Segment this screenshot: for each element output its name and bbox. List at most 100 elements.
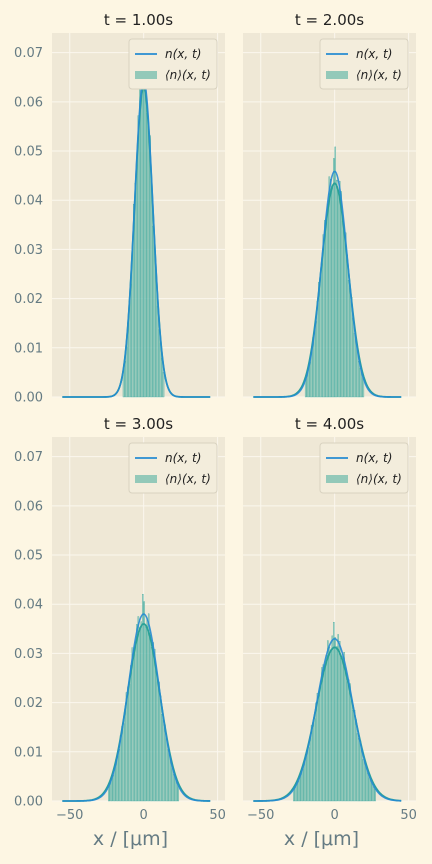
y-tick-label: 0.02 bbox=[14, 292, 43, 307]
histogram-bar bbox=[310, 725, 313, 802]
histogram-bar bbox=[352, 710, 354, 802]
legend-entry: n(x, t) bbox=[165, 47, 201, 61]
x-tick-label: 0 bbox=[331, 808, 339, 823]
histogram-bar bbox=[344, 232, 347, 398]
histogram-bar bbox=[152, 225, 154, 398]
histogram-series bbox=[122, 39, 165, 398]
y-tick-label: 0.01 bbox=[14, 745, 43, 760]
histogram-bar bbox=[303, 763, 305, 802]
histogram-bar bbox=[336, 646, 338, 802]
panel-title: t = 4.00s bbox=[295, 415, 364, 433]
histogram-bar bbox=[334, 637, 337, 802]
legend-entry: n(x, t) bbox=[356, 47, 392, 61]
histogram-bar bbox=[116, 755, 119, 802]
y-tick-label: 0.05 bbox=[14, 549, 43, 564]
histogram-bar bbox=[331, 635, 334, 802]
histogram-bar bbox=[359, 740, 362, 802]
histogram-bar bbox=[334, 146, 337, 398]
histogram-bar bbox=[330, 651, 332, 802]
histogram-bar bbox=[142, 594, 144, 802]
histogram-bar bbox=[139, 627, 141, 802]
histogram-bar bbox=[118, 749, 120, 802]
histogram-bar bbox=[330, 179, 332, 398]
histogram-bar bbox=[321, 263, 323, 398]
legend-entry: ⟨n⟩(x, t) bbox=[356, 472, 402, 486]
histogram-bar bbox=[137, 115, 140, 398]
histogram-bar bbox=[313, 718, 316, 802]
panel-title: t = 2.00s bbox=[295, 11, 364, 29]
legend: n(x, t) ⟨n⟩(x, t) bbox=[128, 38, 218, 90]
histogram-bar bbox=[327, 203, 329, 398]
y-tick-label: 0.00 bbox=[14, 391, 43, 406]
panel-title: t = 3.00s bbox=[104, 415, 173, 433]
histogram-bar bbox=[168, 753, 171, 802]
histogram-bar bbox=[156, 305, 159, 398]
histogram-bar bbox=[296, 783, 298, 802]
x-tick-label: 0 bbox=[140, 808, 148, 823]
x-tick-label: −50 bbox=[56, 808, 83, 823]
histogram-bar bbox=[153, 648, 156, 802]
y-tick-label: 0.02 bbox=[14, 696, 43, 711]
series-line-n bbox=[62, 613, 211, 802]
panel-1: 0.00 0.01 0.02 0.03 0.04 0.05 0.06 0.07 t = 1.00… bbox=[14, 11, 225, 406]
histogram-bar bbox=[149, 135, 151, 398]
histogram-bar bbox=[312, 723, 314, 802]
histogram-bar bbox=[146, 113, 148, 398]
histogram-bar bbox=[372, 786, 375, 802]
y-tick-label: 0.07 bbox=[14, 46, 43, 61]
histogram-bar bbox=[340, 658, 342, 802]
y-tick-label: 0.00 bbox=[14, 795, 43, 810]
panel-3: 0.00 0.01 0.02 0.03 0.04 0.05 0.06 0.07 −50 0 50 x … bbox=[14, 415, 226, 850]
histogram-bar bbox=[150, 647, 153, 802]
histogram-bar bbox=[122, 723, 125, 802]
histogram-bar bbox=[130, 665, 132, 802]
x-axis-label: x / [μm] bbox=[284, 828, 359, 850]
histogram-bar bbox=[142, 70, 144, 398]
histogram-bar bbox=[337, 634, 339, 802]
histogram-bar bbox=[349, 683, 351, 802]
panel-4: −50 0 50 x / [μm] t = 4.00s n(x, t) ⟨n⟩(x, t) bbox=[243, 415, 417, 850]
histogram-bar bbox=[324, 220, 326, 398]
legend-entry: n(x, t) bbox=[356, 451, 392, 465]
legend-entry: ⟨n⟩(x, t) bbox=[165, 68, 211, 82]
legend: n(x, t) ⟨n⟩(x, t) bbox=[319, 38, 409, 90]
histogram-bar bbox=[333, 158, 335, 398]
histogram-bar bbox=[319, 685, 322, 802]
histogram-bar bbox=[306, 749, 308, 802]
histogram-bar bbox=[338, 641, 341, 802]
histogram-bar bbox=[128, 684, 131, 802]
series-line-n bbox=[253, 170, 402, 398]
histogram-bar bbox=[158, 329, 160, 398]
legend: n(x, t) ⟨n⟩(x, t) bbox=[128, 442, 218, 494]
histogram-bar bbox=[173, 774, 175, 802]
histogram-bar bbox=[367, 772, 369, 802]
y-tick-label: 0.07 bbox=[14, 450, 43, 465]
series-line-n bbox=[253, 638, 402, 802]
histogram-bar bbox=[321, 667, 323, 802]
series-line-n bbox=[62, 79, 211, 398]
histogram-bar bbox=[359, 368, 362, 398]
histogram-bar bbox=[346, 254, 348, 398]
histogram-bar bbox=[341, 220, 344, 398]
histogram-bar bbox=[322, 664, 325, 802]
histogram-bar bbox=[328, 647, 331, 802]
y-tick-label: 0.03 bbox=[14, 243, 43, 258]
histogram-bar bbox=[353, 332, 356, 398]
y-tick-label: 0.06 bbox=[14, 499, 43, 514]
histogram-bar bbox=[325, 655, 328, 802]
histogram-bar bbox=[150, 181, 153, 398]
histogram-bar bbox=[112, 774, 114, 802]
legend-bar-swatch bbox=[326, 71, 348, 79]
y-tick-label: 0.01 bbox=[14, 341, 43, 356]
histogram-bar bbox=[136, 164, 138, 398]
histogram-bar bbox=[343, 652, 345, 802]
histogram-bar bbox=[340, 191, 342, 398]
histogram-bar bbox=[338, 181, 341, 398]
histogram-bar bbox=[309, 361, 311, 398]
histogram-bar bbox=[324, 668, 326, 802]
histogram-bar bbox=[156, 681, 159, 802]
histogram-bar bbox=[147, 613, 150, 802]
histogram-bar bbox=[346, 681, 348, 802]
histogram-bar bbox=[309, 736, 311, 802]
